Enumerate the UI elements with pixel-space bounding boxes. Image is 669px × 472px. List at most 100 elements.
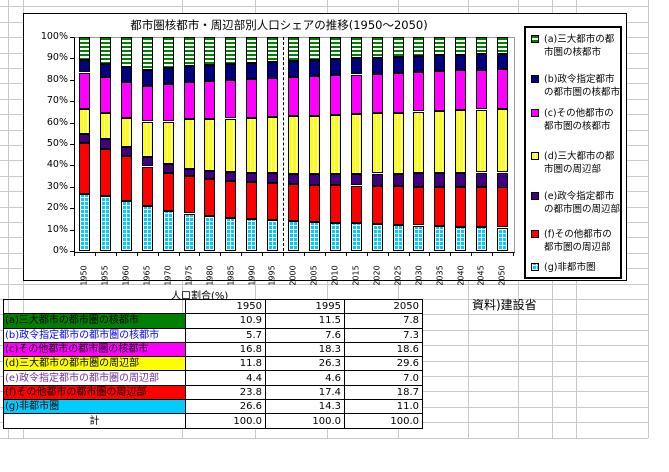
bar-segment xyxy=(371,113,383,174)
x-axis-label: 2030 xyxy=(414,265,424,286)
chart-title: 都市圏核都市・周辺部別人口シェアの推移(1950〜2050) xyxy=(130,18,428,32)
legend-item[interactable]: (c)その他都市の都市圏の核都市 xyxy=(531,107,621,133)
legend-item-label: (b)政令指定都市の都市圏の核都市 xyxy=(544,74,621,98)
table-value-cell[interactable]: 7.3 xyxy=(344,327,423,343)
legend-item[interactable]: (g)非都市圏 xyxy=(531,261,621,274)
table-header-year-cell[interactable]: 1950 xyxy=(185,298,266,315)
legend-item[interactable]: (d)三大都市の都市圏の周辺部 xyxy=(531,150,621,176)
table-value-cell[interactable]: 7.6 xyxy=(265,327,345,343)
table-header-year-cell[interactable]: 1995 xyxy=(265,298,345,315)
x-axis-tick xyxy=(492,252,494,256)
bar-segment xyxy=(434,37,446,56)
table-total-value-cell[interactable]: 100.0 xyxy=(265,413,345,429)
legend-item[interactable]: (e)政令指定都市の都市圏の周辺部 xyxy=(531,190,621,216)
table-value-cell[interactable]: 7.0 xyxy=(344,370,423,386)
legend-item-label: (a)三大都市の都市圏の核都市 xyxy=(544,34,615,58)
x-axis-tick xyxy=(220,252,222,256)
bar-segment xyxy=(141,206,153,251)
bar-segment xyxy=(225,118,237,172)
table-value-cell[interactable]: 5.7 xyxy=(185,327,266,343)
table-category-cell[interactable]: (e)政令指定都市の都市圏の周辺部 xyxy=(3,370,186,386)
bar-segment xyxy=(120,81,132,119)
bar-segment xyxy=(350,114,362,174)
table-value-cell[interactable]: 29.6 xyxy=(344,356,423,372)
bar-segment xyxy=(413,55,425,72)
bar-segment xyxy=(79,72,90,109)
bar-segment xyxy=(497,187,508,228)
table-value-cell[interactable]: 11.5 xyxy=(265,313,345,329)
table-row: (a)三大都市の都市圏の核都市 10.9 11.5 7.8 xyxy=(3,313,423,329)
chart-legend[interactable]: (a)三大都市の都市圏の核都市 (b)政令指定都市の都市圏の核都市 (c)その他都市… xyxy=(524,26,622,279)
bar-segment xyxy=(204,170,216,180)
x-axis-tick xyxy=(115,252,117,256)
table-category-cell[interactable]: (a)三大都市の都市圏の核都市 xyxy=(3,313,186,329)
table-value-cell[interactable]: 18.3 xyxy=(265,341,345,358)
bar-segment xyxy=(204,80,216,119)
x-axis-label: 2040 xyxy=(456,265,466,286)
bar-segment xyxy=(183,81,195,120)
y-axis-label: 40% xyxy=(46,159,68,171)
bar-segment xyxy=(308,115,320,174)
bar-segment xyxy=(371,37,383,58)
table-value-cell[interactable]: 16.8 xyxy=(185,341,266,358)
table-category-cell[interactable]: (d)三大都市の都市圏の周辺部 xyxy=(3,356,186,372)
bar-segment xyxy=(497,53,508,70)
table-category-cell[interactable]: (f)その他都市の都市圏の周辺部 xyxy=(3,384,186,401)
legend-item[interactable]: (b)政令指定都市の都市圏の核都市 xyxy=(531,73,621,99)
bar-segment xyxy=(183,119,195,169)
table-value-cell[interactable]: 26.6 xyxy=(185,399,266,415)
bar-segment xyxy=(308,76,320,116)
legend-item[interactable]: (a)三大都市の都市圏の核都市 xyxy=(531,33,621,59)
legend-marker-icon xyxy=(531,263,539,271)
bar-segment xyxy=(120,118,132,148)
bar-segment xyxy=(350,58,362,75)
bar-segment xyxy=(308,60,320,77)
table-total-label-cell[interactable]: 計 xyxy=(3,413,186,429)
x-axis-tick xyxy=(471,252,473,256)
table-total-value-cell[interactable]: 100.0 xyxy=(185,413,266,429)
table-value-cell[interactable]: 7.8 xyxy=(344,313,423,329)
table-value-cell[interactable]: 11.0 xyxy=(344,399,423,415)
y-axis-tick xyxy=(70,37,74,38)
bar-segment xyxy=(267,77,279,118)
table-value-cell[interactable]: 14.3 xyxy=(265,399,345,415)
table-value-cell[interactable]: 17.4 xyxy=(265,384,345,401)
legend-item[interactable]: (f)その他都市の都市圏の周辺部 xyxy=(531,228,621,254)
x-axis-tick xyxy=(94,252,96,256)
y-axis-label: 90% xyxy=(46,52,68,64)
y-axis-tick xyxy=(70,101,74,103)
bar-segment xyxy=(350,185,362,224)
table-value-cell[interactable]: 4.4 xyxy=(185,370,266,386)
bar-segment xyxy=(183,168,195,177)
table-header-year-cell[interactable]: 2050 xyxy=(344,298,423,315)
bar-segment xyxy=(288,184,299,221)
table-value-cell[interactable]: 18.6 xyxy=(344,341,423,358)
x-axis-tick xyxy=(178,252,180,256)
bar-segment xyxy=(183,176,195,214)
table-category-cell[interactable]: (c)その他都市の都市圏の核都市 xyxy=(3,341,186,358)
table-value-cell[interactable]: 26.3 xyxy=(265,356,345,372)
bar-segment xyxy=(162,211,174,251)
table-value-cell[interactable]: 23.8 xyxy=(185,384,266,401)
legend-marker-icon xyxy=(531,75,539,83)
y-axis-tick xyxy=(70,58,74,60)
x-axis-label: 2045 xyxy=(477,265,487,286)
bar-segment xyxy=(99,77,111,113)
bar-segment xyxy=(288,116,299,174)
table-header-empty-cell[interactable] xyxy=(3,298,186,315)
table-total-value-cell[interactable]: 100.0 xyxy=(344,413,423,429)
table-value-cell[interactable]: 11.8 xyxy=(185,356,266,372)
bar-segment xyxy=(476,227,488,251)
table-category-cell[interactable]: (b)政令指定都市の都市圏の核都市 xyxy=(3,327,186,343)
bar-segment xyxy=(371,57,383,74)
table-value-cell[interactable]: 18.7 xyxy=(344,384,423,401)
table-value-cell[interactable]: 10.9 xyxy=(185,313,266,329)
bar-segment xyxy=(308,37,320,61)
table-category-cell[interactable]: (g)非都市圏 xyxy=(3,399,186,415)
bar-segment xyxy=(371,173,383,186)
bar-segment xyxy=(497,227,508,251)
table-value-cell[interactable]: 4.6 xyxy=(265,370,345,386)
bar-segment xyxy=(392,186,404,225)
x-axis-tick xyxy=(450,252,452,256)
chart-object[interactable]: 都市圏核都市・周辺部別人口シェアの推移(1950〜2050) (a)三大都市の都… xyxy=(23,13,627,286)
